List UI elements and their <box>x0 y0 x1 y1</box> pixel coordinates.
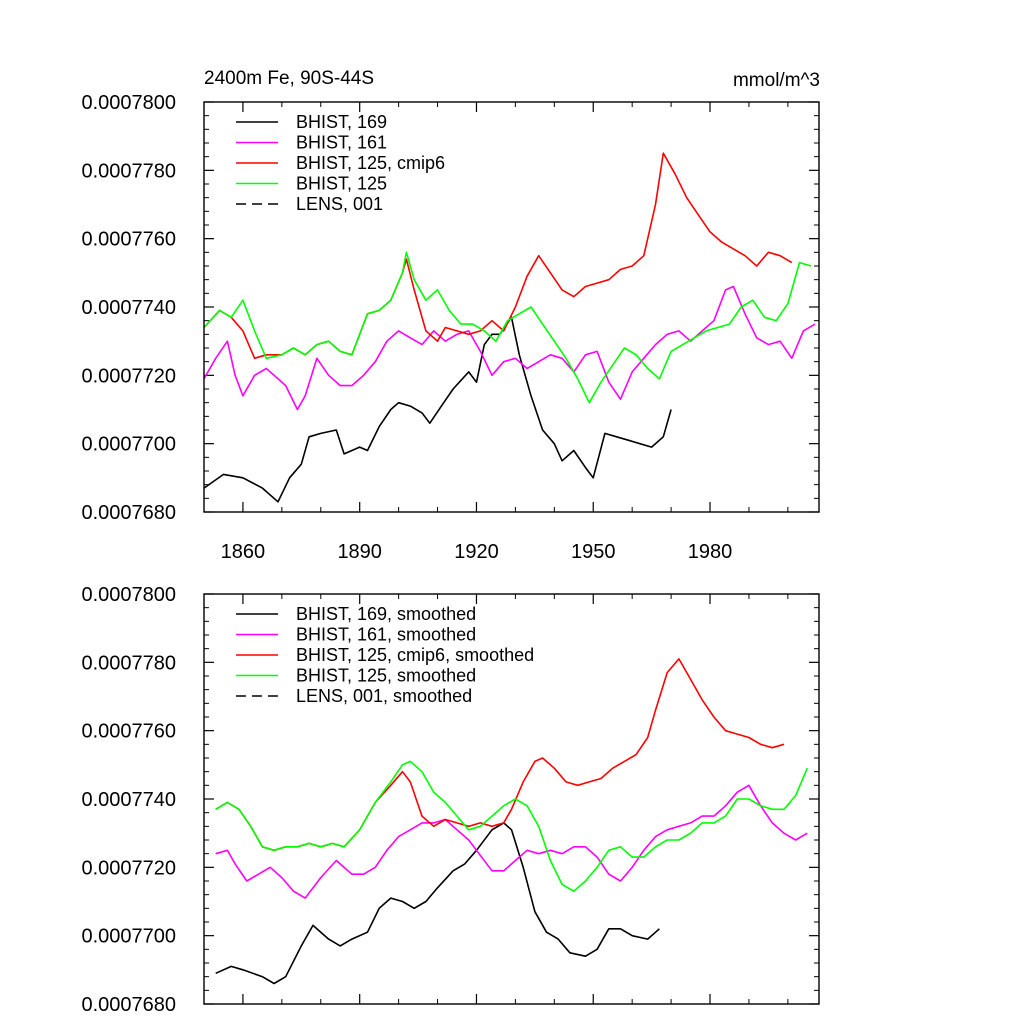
legend-label: BHIST, 169 <box>296 112 387 132</box>
y-tick-label: 0.0007720 <box>81 365 176 387</box>
legend-label: BHIST, 161, smoothed <box>296 625 476 645</box>
y-tick-label: 0.0007780 <box>81 652 176 674</box>
y-tick-label: 0.0007740 <box>81 297 176 319</box>
legend-label: LENS, 001 <box>296 194 383 214</box>
units-label: mmol/m^3 <box>733 70 820 91</box>
top-y-tick-labels: 0.0007680 0.0007700 0.0007720 0.0007740 0.00… <box>81 92 176 524</box>
legend-label: BHIST, 161 <box>296 133 387 153</box>
legend-label: BHIST, 125, cmip6, smoothed <box>296 645 534 665</box>
x-tick-label: 1890 <box>337 541 382 563</box>
series-line-bhist-125 <box>203 251 812 404</box>
top-plot-lines <box>203 152 816 503</box>
top-panel: 2400m Fe, 90S-44S mmol/m^3 0.00076800.00… <box>81 68 820 563</box>
chart-title: 2400m Fe, 90S-44S <box>204 68 374 89</box>
series-line-bhist-161-smoothed <box>215 784 808 899</box>
y-tick-label: 0.0007740 <box>81 789 176 811</box>
series-line-bhist-161 <box>203 285 816 411</box>
series-line-bhist-125-smoothed <box>215 760 809 892</box>
y-tick-label: 0.0007700 <box>81 434 176 456</box>
legend-label: BHIST, 125, cmip6 <box>296 153 445 173</box>
x-tick-label: 1920 <box>454 541 499 563</box>
legend-label: BHIST, 125, smoothed <box>296 666 476 686</box>
y-tick-label: 0.0007800 <box>81 584 176 606</box>
legend-label: LENS, 001, smoothed <box>296 686 472 706</box>
x-tick-label: 1980 <box>688 541 733 563</box>
top-x-tick-labels: 1860 1890 1920 1950 1980 <box>221 541 733 563</box>
series-line-bhist-169 <box>203 316 672 503</box>
y-tick-label: 0.0007760 <box>81 721 176 743</box>
series-line-bhist-169-smoothed <box>215 822 660 985</box>
top-plot-frame <box>203 101 820 513</box>
y-tick-label: 0.0007780 <box>81 160 176 182</box>
bottom-axis-ticks <box>203 593 819 1005</box>
y-tick-label: 0.0007700 <box>81 926 176 948</box>
bottom-panel: 0.0007680 0.0007700 0.0007720 0.0007740 0.00… <box>81 584 820 1016</box>
y-tick-label: 0.0007760 <box>81 229 176 251</box>
y-tick-label: 0.0007680 <box>81 994 176 1016</box>
x-tick-label: 1950 <box>571 541 616 563</box>
legend-label: BHIST, 169, smoothed <box>296 604 476 624</box>
x-tick-label: 1860 <box>221 541 266 563</box>
legend-label: BHIST, 125 <box>296 174 387 194</box>
y-tick-label: 0.0007800 <box>81 92 176 114</box>
bottom-y-tick-labels: 0.0007680 0.0007700 0.0007720 0.0007740 0.00… <box>81 584 176 1016</box>
bottom-plot-lines <box>215 658 809 985</box>
y-tick-label: 0.0007720 <box>81 857 176 879</box>
y-tick-label: 0.0007680 <box>81 502 176 524</box>
bottom-plot-frame <box>203 593 820 1005</box>
